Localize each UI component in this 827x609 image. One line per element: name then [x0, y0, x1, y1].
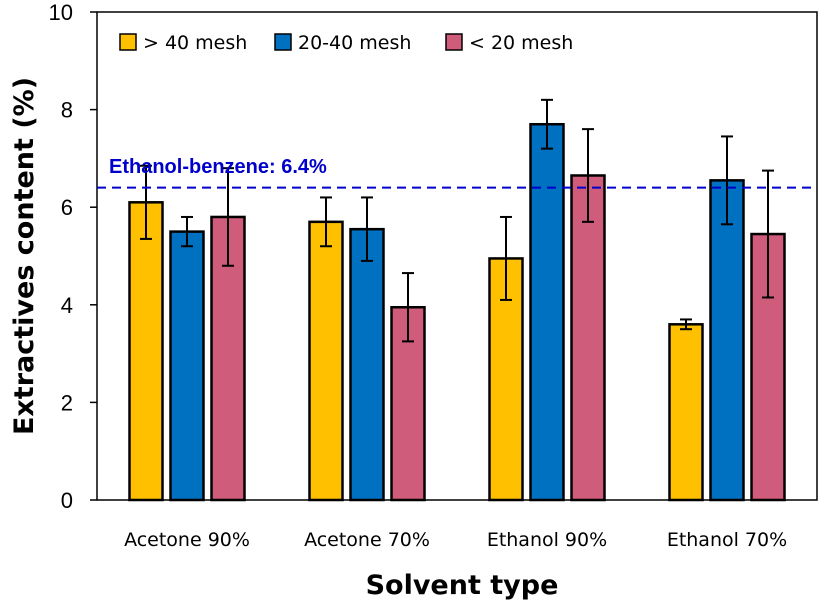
y-tick-label: 10 [49, 0, 73, 25]
y-tick-label: 8 [61, 98, 73, 123]
x-tick-label: Acetone 70% [304, 529, 430, 551]
x-tick-label: Acetone 90% [124, 529, 250, 551]
y-tick-label: 4 [61, 293, 73, 318]
y-axis-title: Extractives content (%) [9, 77, 40, 435]
legend-swatch [445, 33, 463, 51]
legend-label: > 40 mesh [143, 32, 247, 54]
y-tick-label: 0 [61, 488, 73, 513]
y-tick-label: 6 [61, 195, 73, 220]
bar [308, 220, 344, 502]
legend-label: < 20 mesh [469, 32, 573, 54]
x-axis-title: Solvent type [366, 570, 559, 601]
bar [668, 323, 704, 502]
reference-line-label: Ethanol-benzene: 6.4% [109, 156, 327, 178]
x-tick-label: Ethanol 70% [667, 529, 787, 551]
legend-swatch [274, 33, 292, 51]
axis-layer: 0 2 4 6 8 10 Acetone 90% Acetone 70% Ethanol 90%… [9, 0, 787, 601]
bar [709, 179, 745, 502]
legend-label: 20-40 mesh [298, 32, 411, 54]
bar [169, 230, 205, 502]
plot-area [96, 11, 818, 501]
x-tick-label: Ethanol 90% [487, 529, 607, 551]
plot-frame [96, 11, 818, 501]
reference-line-layer: Ethanol-benzene: 6.4% [97, 156, 817, 189]
legend: > 40 mesh 20-40 mesh < 20 mesh [119, 32, 573, 54]
error-bars-layer [140, 98, 774, 343]
legend-swatch [119, 33, 137, 51]
bar [570, 174, 606, 502]
bar [128, 201, 164, 502]
y-tick-label: 2 [61, 390, 73, 415]
bar [349, 227, 385, 502]
bar [529, 122, 565, 502]
